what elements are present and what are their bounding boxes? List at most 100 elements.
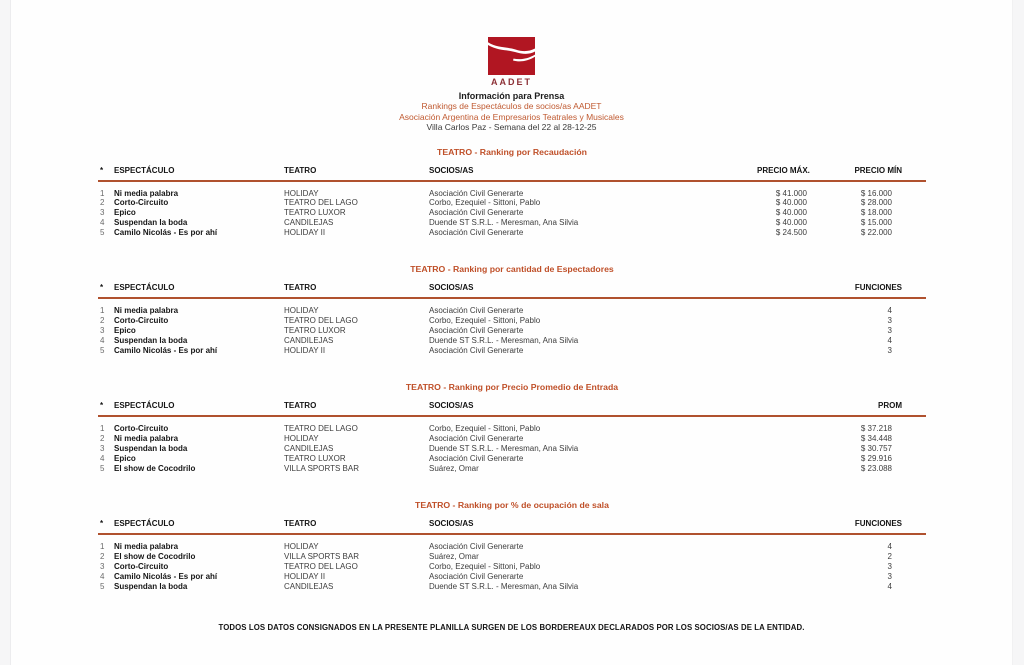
espectaculo-cell: Corto-Circuito xyxy=(114,424,169,434)
column-header: SOCIOS/AS xyxy=(429,519,807,536)
teatro-cell: TEATRO LUXOR xyxy=(284,208,346,218)
column-header: SOCIOS/AS xyxy=(429,283,807,300)
socios-cell: Duende ST S.R.L. - Meresman, Ana Silvia xyxy=(429,217,579,227)
column-header: * xyxy=(98,401,114,418)
table-title: TEATRO - Ranking por % de ocupación de s… xyxy=(415,500,609,511)
column-header: PRECIO MÍN xyxy=(807,165,926,182)
rank-cell: 2 xyxy=(100,198,105,208)
report-table-section: TEATRO - Ranking por Recaudación * ESPECTÁ… xyxy=(98,147,926,238)
teatro-cell: TEATRO LUXOR xyxy=(284,453,346,463)
table-row: 4 Epico TEATRO LUXOR Asociación Civil Gener… xyxy=(98,454,926,464)
rank-cell: 4 xyxy=(100,335,105,345)
value-cell: 3 xyxy=(887,562,892,572)
teatro-cell: TEATRO DEL LAGO xyxy=(284,562,358,572)
table-row: 3 Epico TEATRO LUXOR Asociación Civil Gener… xyxy=(98,326,926,336)
header-rankings-line: Rankings de Espectáculos de socios/as AA… xyxy=(421,101,602,111)
rank-cell: 3 xyxy=(100,326,105,336)
teatro-cell: TEATRO DEL LAGO xyxy=(284,424,358,434)
value-cell: $ 37.218 xyxy=(860,424,892,434)
teatro-cell: VILLA SPORTS BAR xyxy=(284,463,359,473)
rank-cell: 1 xyxy=(100,424,105,434)
value-cell: 4 xyxy=(887,335,892,345)
socios-cell: Asociación Civil Generarte xyxy=(429,345,524,355)
report-table-section: TEATRO - Ranking por cantidad de Especta… xyxy=(98,264,926,355)
socios-cell: Corbo, Ezequiel - Sittoni, Pablo xyxy=(429,316,541,326)
tables-root: TEATRO - Ranking por Recaudación * ESPECTÁ… xyxy=(98,147,926,592)
table-title: TEATRO - Ranking por Recaudación xyxy=(437,146,587,157)
table-header-row: * ESPECTÁCULO TEATRO SOCIOS/AS FUNCIONES xyxy=(98,519,926,536)
value-cell: $ 16.000 xyxy=(860,188,892,198)
socios-cell: Asociación Civil Generarte xyxy=(429,227,524,237)
column-header: ESPECTÁCULO xyxy=(114,283,284,300)
table-row: 5 Suspendan la boda CANDILEJAS Duende ST S.… xyxy=(98,582,926,592)
socios-cell: Asociación Civil Generarte xyxy=(429,434,524,444)
report-table-section: TEATRO - Ranking por % de ocupación de s… xyxy=(98,500,926,591)
rank-cell: 5 xyxy=(100,345,105,355)
espectaculo-cell: Epico xyxy=(114,326,136,336)
teatro-cell: TEATRO LUXOR xyxy=(284,326,346,336)
teatro-cell: HOLIDAY II xyxy=(284,227,326,237)
espectaculo-cell: Suspendan la boda xyxy=(114,581,188,591)
espectaculo-cell: Epico xyxy=(114,208,136,218)
value-cell: $ 29.916 xyxy=(860,453,892,463)
rank-cell: 4 xyxy=(100,453,105,463)
socios-cell: Corbo, Ezequiel - Sittoni, Pablo xyxy=(429,562,541,572)
value-cell: 3 xyxy=(887,316,892,326)
value-cell: 3 xyxy=(887,345,892,355)
table-header-row: * ESPECTÁCULO TEATRO SOCIOS/AS FUNCIONES xyxy=(98,283,926,300)
column-header: TEATRO xyxy=(284,519,429,536)
espectaculo-cell: Suspendan la boda xyxy=(114,335,188,345)
teatro-cell: VILLA SPORTS BAR xyxy=(284,552,359,562)
ranking-table: * ESPECTÁCULO TEATRO SOCIOS/AS PRECIO MÁX. PR… xyxy=(98,165,926,238)
column-header: * xyxy=(98,519,114,536)
table-row: 4 Suspendan la boda CANDILEJAS Duende ST S.… xyxy=(98,336,926,346)
value-cell: 4 xyxy=(887,581,892,591)
header-association-line: Asociación Argentina de Empresarios Teat… xyxy=(399,111,624,122)
table-row: 1 Ni media palabra HOLIDAY Asociación Civil… xyxy=(98,542,926,552)
teatro-cell: CANDILEJAS xyxy=(284,335,334,345)
teatro-cell: HOLIDAY xyxy=(284,188,319,198)
teatro-cell: CANDILEJAS xyxy=(284,581,334,591)
column-header: SOCIOS/AS xyxy=(429,165,757,182)
header-press-line: Información para Prensa xyxy=(458,91,565,101)
value-cell: $ 15.000 xyxy=(860,217,892,227)
teatro-cell: CANDILEJAS xyxy=(284,217,334,227)
rank-cell: 5 xyxy=(100,581,105,591)
espectaculo-cell: Suspendan la boda xyxy=(114,217,188,227)
table-row: 4 Camilo Nicolás - Es por ahí HOLIDAY II As… xyxy=(98,572,926,582)
espectaculo-cell: El show de Cocodrilo xyxy=(114,552,196,562)
espectaculo-cell: Corto-Circuito xyxy=(114,562,169,572)
socios-cell: Asociación Civil Generarte xyxy=(429,453,524,463)
column-header: SOCIOS/AS xyxy=(429,401,807,418)
socios-cell: Asociación Civil Generarte xyxy=(429,306,524,316)
ranking-table: * ESPECTÁCULO TEATRO SOCIOS/AS FUNCIONES 1 Ni … xyxy=(98,283,926,355)
teatro-cell: CANDILEJAS xyxy=(284,444,334,454)
table-row: 2 Corto-Circuito TEATRO DEL LAGO Corbo, Eze… xyxy=(98,198,926,208)
espectaculo-cell: Ni media palabra xyxy=(114,188,179,198)
column-header: PROM xyxy=(807,401,926,418)
espectaculo-cell: Epico xyxy=(114,453,136,463)
socios-cell: Asociación Civil Generarte xyxy=(429,326,524,336)
rank-cell: 5 xyxy=(100,463,105,473)
value-cell: $ 18.000 xyxy=(860,208,892,218)
rank-cell: 1 xyxy=(100,188,105,198)
table-title: TEATRO - Ranking por cantidad de Especta… xyxy=(410,264,614,275)
header-week-line: Villa Carlos Paz - Semana del 22 al 28-1… xyxy=(426,122,597,132)
column-header: ESPECTÁCULO xyxy=(114,401,284,418)
espectaculo-cell: Ni media palabra xyxy=(114,306,179,316)
socios-cell: Asociación Civil Generarte xyxy=(429,571,524,581)
espectaculo-cell: Corto-Circuito xyxy=(114,316,169,326)
column-header: ESPECTÁCULO xyxy=(114,519,284,536)
ranking-table: * ESPECTÁCULO TEATRO SOCIOS/AS FUNCIONES 1 Ni … xyxy=(98,519,926,591)
logo-wordmark: AADET xyxy=(491,77,532,87)
teatro-cell: HOLIDAY II xyxy=(284,345,326,355)
rank-cell: 2 xyxy=(100,316,105,326)
column-header: ESPECTÁCULO xyxy=(114,165,284,182)
value-cell: $ 40.000 xyxy=(775,208,807,218)
espectaculo-cell: El show de Cocodrilo xyxy=(114,463,196,473)
value-cell: 3 xyxy=(887,326,892,336)
table-row: 5 Camilo Nicolás - Es por ahí HOLIDAY II As… xyxy=(98,228,926,238)
socios-cell: Duende ST S.R.L. - Meresman, Ana Silvia xyxy=(429,335,579,345)
rank-cell: 2 xyxy=(100,552,105,562)
rank-cell: 3 xyxy=(100,444,105,454)
